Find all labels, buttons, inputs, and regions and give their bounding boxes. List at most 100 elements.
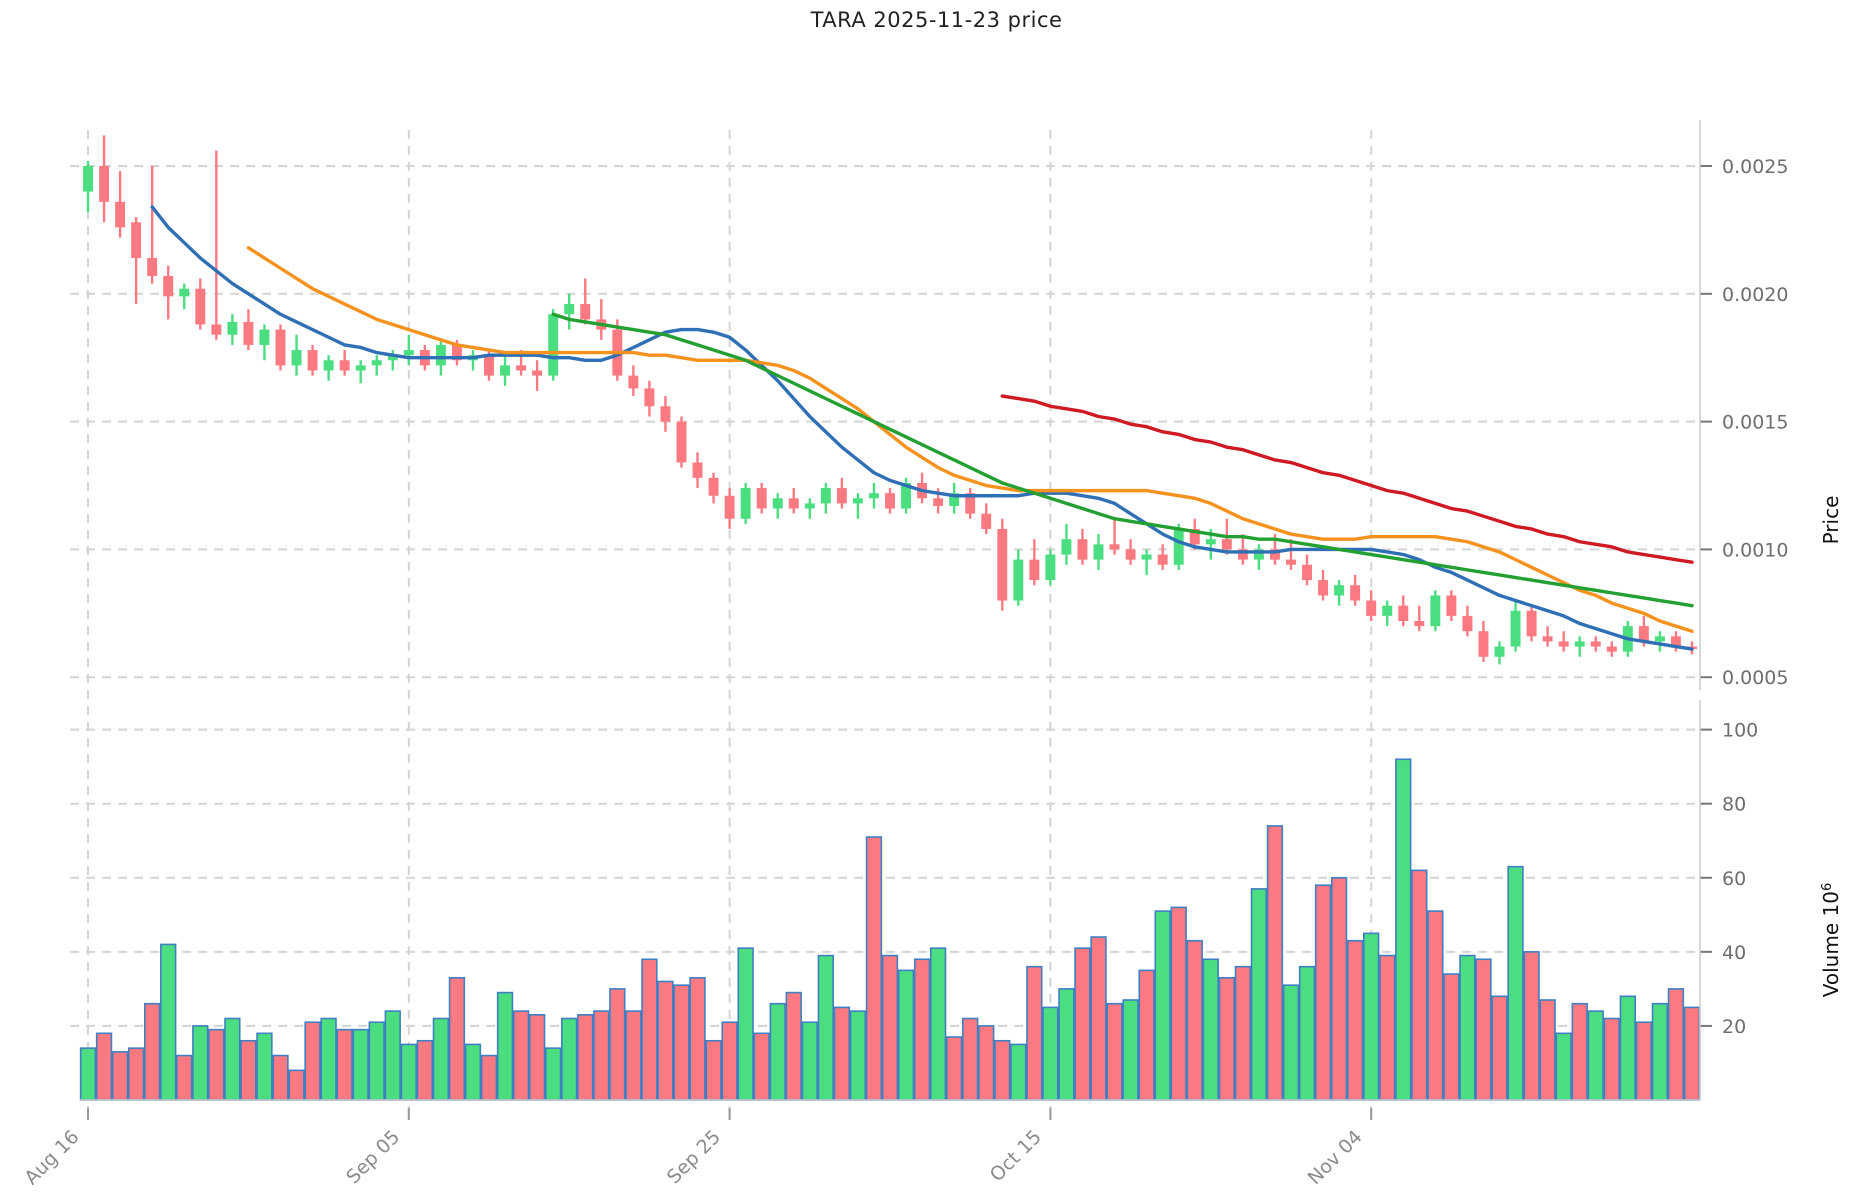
candle-body xyxy=(131,222,142,259)
candle-body xyxy=(1125,549,1136,560)
candle-body xyxy=(211,324,222,335)
ma-line-ma-green xyxy=(551,312,1694,608)
candle-body xyxy=(580,304,591,320)
candle-body xyxy=(83,166,93,192)
tick-label: 0.0010 xyxy=(1722,539,1788,561)
candle-body xyxy=(339,360,350,371)
candle-body xyxy=(997,528,1008,601)
candle-body xyxy=(371,360,382,366)
candle-body xyxy=(451,344,462,361)
tick-label: 100 xyxy=(1722,720,1758,742)
candle-body xyxy=(99,166,110,202)
candle-body xyxy=(901,482,912,509)
candle-body xyxy=(981,513,992,529)
tick-label: 80 xyxy=(1722,794,1746,816)
candle-body xyxy=(1494,646,1505,657)
tick-label: 20 xyxy=(1722,1016,1746,1038)
candle-body xyxy=(147,258,158,276)
candle-body xyxy=(788,498,799,509)
candle-body xyxy=(1173,528,1184,565)
candle-body xyxy=(387,355,398,361)
tick-label: 60 xyxy=(1722,868,1746,890)
candle-body xyxy=(115,201,126,228)
candle-body xyxy=(804,503,815,509)
candle-body xyxy=(628,375,639,389)
candle-body xyxy=(1574,641,1585,647)
candle-body xyxy=(724,495,735,519)
candle-body xyxy=(1029,559,1040,581)
candle-body xyxy=(484,355,494,376)
ma-line-ma-red xyxy=(1000,394,1694,564)
volume-axis-label: Volume 106 xyxy=(1819,883,1843,997)
candle-body xyxy=(820,488,831,504)
candle-body xyxy=(1269,549,1280,560)
candle-body xyxy=(403,350,414,356)
candle-body xyxy=(1446,595,1457,616)
candle-body xyxy=(1382,605,1393,616)
ma-line-ma-orange xyxy=(246,246,1694,633)
tick-label: 0.0025 xyxy=(1722,156,1788,178)
candle-body xyxy=(1430,595,1441,627)
candle-body xyxy=(1606,646,1617,652)
candle-body xyxy=(1093,544,1104,560)
candle-body xyxy=(1462,615,1473,632)
candle-body xyxy=(1109,544,1120,550)
candle-body xyxy=(1157,554,1168,565)
candle-body xyxy=(1318,580,1329,596)
candle-body xyxy=(435,344,446,366)
candle-body xyxy=(1654,636,1665,642)
candle-body xyxy=(1205,539,1216,545)
candle-body xyxy=(1077,539,1088,560)
candle-body xyxy=(291,350,302,366)
candle-body xyxy=(564,304,575,315)
candle-body xyxy=(1221,539,1232,550)
candle-body xyxy=(1350,585,1361,601)
tick-label: 0.0015 xyxy=(1722,412,1788,434)
candle-body xyxy=(275,329,286,366)
candle-body xyxy=(1478,631,1489,657)
candle-body xyxy=(1237,549,1248,560)
candle-body xyxy=(933,498,944,506)
volume-bars xyxy=(79,758,1701,1101)
ma-line-ma-blue xyxy=(150,205,1694,651)
candle-body xyxy=(868,493,879,499)
candle-body xyxy=(1670,636,1681,647)
candle-body xyxy=(1510,610,1521,647)
candle-body xyxy=(852,498,863,504)
candle-body xyxy=(836,488,847,504)
candle-body xyxy=(965,493,976,514)
candle-body xyxy=(756,488,767,509)
candle-body xyxy=(227,321,238,335)
candle-body xyxy=(548,314,559,376)
candle-body xyxy=(1590,641,1601,647)
page-title: TARA 2025-11-23 price xyxy=(810,8,1063,32)
candle-body xyxy=(708,477,719,496)
candle-body xyxy=(259,329,270,345)
candlesticks xyxy=(83,135,1697,665)
tick-label: 0.0020 xyxy=(1722,284,1788,306)
candle-body xyxy=(1302,564,1313,581)
candle-body xyxy=(1141,554,1152,560)
candle-body xyxy=(692,462,703,478)
candle-body xyxy=(1398,605,1409,621)
candle-body xyxy=(195,288,206,325)
tick-label: 40 xyxy=(1722,942,1746,964)
candle-body xyxy=(243,321,254,345)
candle-body xyxy=(772,498,783,509)
moving-average-lines xyxy=(150,205,1694,651)
candle-body xyxy=(1286,559,1296,565)
candle-body xyxy=(885,493,895,509)
candle-body xyxy=(1061,539,1072,555)
candle-body xyxy=(532,370,543,376)
candle-body xyxy=(516,365,527,371)
candle-body xyxy=(1013,559,1024,601)
candle-body xyxy=(676,421,687,463)
candle-body xyxy=(740,488,751,519)
candle-body xyxy=(1366,600,1377,616)
candle-body xyxy=(1558,641,1569,647)
candle-body xyxy=(323,360,334,371)
candle-body xyxy=(1638,626,1649,642)
